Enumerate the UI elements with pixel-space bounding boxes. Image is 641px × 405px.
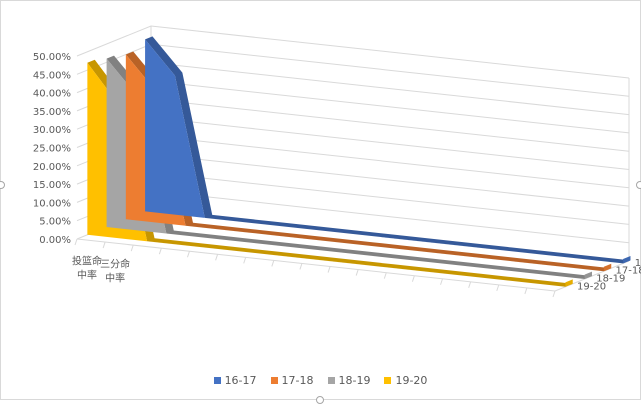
y-tick-label: 5.00% [39, 217, 71, 228]
legend-swatch [384, 377, 392, 384]
legend: 16-17 17-18 18-19 19-20 [0, 374, 641, 387]
y-tick-label: 20.00% [33, 162, 71, 173]
x-tick [383, 272, 387, 279]
legend-label: 16-17 [224, 374, 257, 387]
x-tick [468, 281, 472, 288]
y-tick-label: 15.00% [33, 180, 71, 191]
series-ribbon-end [565, 279, 573, 287]
x-tick [496, 284, 500, 292]
legend-swatch [327, 377, 335, 384]
y-tick-label: 45.00% [33, 70, 71, 81]
resize-handle-right[interactable] [636, 181, 641, 189]
y-tick-label: 50.00% [33, 52, 71, 63]
x-tick [552, 290, 556, 298]
x-tick [355, 269, 359, 276]
series-ribbon-end [584, 271, 592, 279]
legend-item: 19-20 [384, 374, 427, 387]
y-tick-label: 0.00% [39, 235, 71, 246]
resize-handle-left[interactable] [0, 181, 5, 189]
series-depth-label: 17-18 [616, 266, 641, 277]
y-tick-label: 40.00% [33, 89, 71, 100]
x-tick [327, 266, 331, 273]
x-tick [271, 260, 275, 267]
series-depth-label: 18-19 [596, 274, 625, 285]
y-tick-label: 30.00% [33, 125, 71, 136]
series-ribbon-end [603, 263, 612, 272]
x-tick [524, 287, 528, 295]
x-tick [102, 241, 106, 249]
legend-item: 17-18 [270, 374, 314, 387]
y-tick-label: 10.00% [33, 198, 71, 209]
series-ribbon-end [623, 256, 631, 264]
y-tick-label: 35.00% [33, 107, 71, 118]
legend-swatch [213, 377, 221, 384]
x-tick [186, 251, 190, 258]
category-label: 三分命中率 [100, 258, 130, 285]
legend-item: 18-19 [327, 374, 371, 387]
category-label: 投篮命中率 [72, 255, 102, 282]
x-tick [158, 248, 162, 255]
legend-label: 19-20 [395, 374, 428, 387]
legend-swatch [270, 377, 278, 384]
x-tick [299, 263, 303, 270]
x-tick [440, 278, 444, 285]
legend-label: 17-18 [281, 374, 314, 387]
y-tick-label: 25.00% [33, 144, 71, 155]
floor-front-edge [76, 238, 556, 292]
x-tick [74, 238, 78, 246]
series-depth-label: 19-20 [577, 281, 606, 292]
legend-item: 16-17 [213, 374, 257, 387]
x-tick [411, 275, 415, 282]
legend-label: 18-19 [338, 374, 371, 387]
series-depth-label: 16-17 [635, 258, 641, 269]
resize-handle-bottom[interactable] [316, 396, 324, 404]
series-ribbon-front [145, 39, 624, 264]
x-tick [130, 244, 134, 252]
x-tick [243, 257, 247, 264]
x-tick [215, 254, 219, 261]
